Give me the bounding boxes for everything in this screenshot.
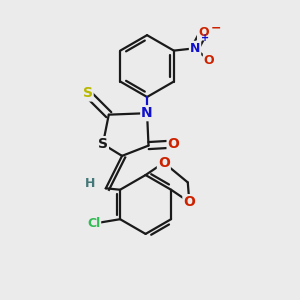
Text: N: N (141, 106, 153, 120)
Text: S: S (98, 137, 108, 151)
Text: O: O (204, 54, 214, 67)
Text: O: O (198, 26, 208, 40)
Text: O: O (168, 137, 179, 151)
Text: O: O (183, 195, 195, 209)
Text: O: O (158, 156, 170, 170)
Text: N: N (190, 42, 200, 55)
Text: −: − (211, 22, 221, 34)
Text: S: S (82, 86, 93, 100)
Text: H: H (85, 177, 96, 190)
Text: +: + (201, 33, 209, 43)
Text: Cl: Cl (87, 217, 100, 230)
